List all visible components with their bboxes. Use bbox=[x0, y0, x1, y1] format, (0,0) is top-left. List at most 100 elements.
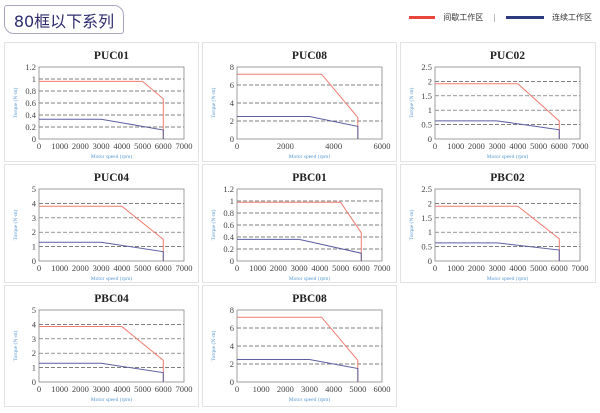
y-axis-label: Torque (N·m) bbox=[408, 88, 415, 119]
y-tick-label: 0.4 bbox=[223, 232, 234, 242]
chart-title: PBC04 bbox=[94, 293, 129, 305]
x-tick-label: 6000 bbox=[551, 141, 568, 151]
y-tick-label: 8 bbox=[230, 305, 234, 315]
y-tick-label: 6 bbox=[230, 323, 234, 333]
x-tick-label: 5000 bbox=[134, 263, 151, 273]
chart-card-pbc08: PBC08 0 2 4 6 8 0 1000 2000 3000 4000 5000 6000 Motor… bbox=[202, 285, 397, 407]
y-tick-label: 0.2 bbox=[223, 244, 234, 254]
y-tick-label: 0.8 bbox=[25, 86, 36, 96]
legend-separator: | bbox=[493, 13, 496, 22]
x-tick-label: 2000 bbox=[277, 384, 294, 394]
y-tick-label: 1 bbox=[32, 363, 36, 373]
series-title-badge: 80框以下系列 bbox=[4, 5, 124, 34]
continuous-zone-line bbox=[435, 242, 560, 261]
x-tick-label: 6000 bbox=[155, 141, 172, 151]
y-tick-label: 0 bbox=[230, 134, 234, 144]
series-title: 80框以下系列 bbox=[13, 11, 115, 31]
y-tick-label: 2 bbox=[230, 116, 234, 126]
x-tick-label: 5000 bbox=[332, 263, 349, 273]
y-tick-label: 0 bbox=[428, 134, 432, 144]
chart-title: PUC04 bbox=[94, 172, 129, 184]
x-tick-label: 1000 bbox=[447, 141, 464, 151]
legend-swatch-intermittent bbox=[409, 16, 436, 19]
chart-title: PBC08 bbox=[292, 293, 327, 305]
legend: 间歇工作区 | 连续工作区 bbox=[409, 12, 592, 23]
x-tick-label: 4000 bbox=[113, 141, 130, 151]
x-tick-label: 6000 bbox=[155, 384, 172, 394]
x-tick-label: 7000 bbox=[176, 141, 193, 151]
x-tick-label: 7000 bbox=[572, 263, 589, 273]
legend-swatch-continuous bbox=[506, 16, 544, 19]
x-tick-label: 6000 bbox=[353, 263, 370, 273]
y-tick-label: 4 bbox=[230, 98, 235, 108]
y-tick-label: 0.4 bbox=[25, 110, 36, 120]
x-tick-label: 5000 bbox=[134, 384, 151, 394]
x-tick-label: 2000 bbox=[72, 263, 89, 273]
chart-svg: PBC04 0 1 2 3 4 5 0 1000 2000 3000 4000 5000 6000 7000… bbox=[12, 293, 193, 403]
continuous-zone-line bbox=[237, 238, 362, 261]
x-tick-label: 2000 bbox=[270, 263, 287, 273]
x-tick-label: 0 bbox=[235, 384, 239, 394]
y-axis-label: Torque (N·m) bbox=[210, 331, 217, 362]
x-axis-label: Motor speed (rpm) bbox=[289, 153, 331, 160]
x-tick-label: 2000 bbox=[277, 141, 294, 151]
y-tick-label: 1 bbox=[428, 105, 432, 115]
legend-label-continuous: 连续工作区 bbox=[552, 13, 592, 22]
intermittent-zone-line bbox=[435, 83, 560, 139]
y-tick-label: 1.2 bbox=[25, 62, 36, 72]
x-tick-label: 4000 bbox=[509, 141, 526, 151]
chart-svg: PUC08 0 2 4 6 8 0 2000 4000 6000 Motor speed (rpm)… bbox=[210, 50, 391, 160]
x-tick-label: 7000 bbox=[572, 141, 589, 151]
chart-svg: PUC02 0 0.5 1 1.5 2 2.5 0 1000 2000 3000 4000 5000 60… bbox=[408, 50, 589, 160]
chart-title: PUC08 bbox=[292, 50, 327, 62]
legend-label-intermittent: 间歇工作区 bbox=[443, 13, 484, 22]
chart-card-pbc04: PBC04 0 1 2 3 4 5 0 1000 2000 3000 4000 5000 6000 7000… bbox=[4, 285, 199, 407]
intermittent-zone-line bbox=[237, 316, 359, 382]
y-tick-label: 1.5 bbox=[421, 213, 432, 223]
plot-frame bbox=[38, 309, 185, 383]
x-axis-label: Motor speed (rpm) bbox=[91, 396, 133, 403]
chart-svg: PBC08 0 2 4 6 8 0 1000 2000 3000 4000 5000 6000 Motor… bbox=[210, 293, 391, 403]
x-tick-label: 3000 bbox=[489, 263, 506, 273]
x-tick-label: 1000 bbox=[51, 384, 68, 394]
y-tick-label: 2.5 bbox=[421, 184, 432, 194]
x-tick-label: 4000 bbox=[325, 384, 342, 394]
x-tick-label: 0 bbox=[433, 263, 437, 273]
y-tick-label: 0.8 bbox=[223, 208, 234, 218]
chart-svg: PUC04 0 1 2 3 4 5 0 1000 2000 3000 4000 5000 6000 7000… bbox=[12, 172, 193, 282]
chart-card-pbc01: PBC01 0 0.2 0.4 0.6 0.8 1 1.2 0 1000 2000 3000 4000 5… bbox=[202, 164, 397, 283]
x-tick-label: 3000 bbox=[489, 141, 506, 151]
x-tick-label: 6000 bbox=[155, 263, 172, 273]
x-tick-label: 1000 bbox=[249, 263, 266, 273]
x-tick-label: 7000 bbox=[176, 263, 193, 273]
x-tick-label: 4000 bbox=[509, 263, 526, 273]
x-axis-label: Motor speed (rpm) bbox=[91, 275, 133, 282]
x-tick-label: 5000 bbox=[530, 141, 547, 151]
y-tick-label: 6 bbox=[230, 80, 234, 90]
continuous-zone-line bbox=[39, 241, 164, 261]
y-tick-label: 1 bbox=[428, 227, 432, 237]
x-tick-label: 0 bbox=[235, 141, 239, 151]
y-tick-label: 0 bbox=[32, 377, 36, 387]
y-tick-label: 3 bbox=[32, 334, 36, 344]
x-tick-label: 1000 bbox=[447, 263, 464, 273]
y-tick-label: 2 bbox=[230, 359, 234, 369]
intermittent-zone-line bbox=[39, 205, 164, 261]
plot-frame bbox=[236, 188, 383, 262]
x-axis-label: Motor speed (rpm) bbox=[91, 153, 133, 160]
y-tick-label: 1 bbox=[32, 74, 36, 84]
x-tick-label: 3000 bbox=[291, 263, 308, 273]
chart-card-puc04: PUC04 0 1 2 3 4 5 0 1000 2000 3000 4000 5000 6000 7000… bbox=[4, 164, 199, 283]
continuous-zone-line bbox=[39, 362, 164, 382]
plot-frame bbox=[38, 188, 185, 262]
intermittent-zone-line bbox=[39, 326, 164, 382]
y-tick-label: 2 bbox=[428, 76, 432, 86]
x-tick-label: 6000 bbox=[374, 384, 391, 394]
x-tick-label: 4000 bbox=[113, 263, 130, 273]
x-axis-label: Motor speed (rpm) bbox=[289, 275, 331, 282]
chart-title: PUC02 bbox=[490, 50, 525, 62]
x-tick-label: 6000 bbox=[374, 141, 391, 151]
y-tick-label: 5 bbox=[32, 305, 36, 315]
